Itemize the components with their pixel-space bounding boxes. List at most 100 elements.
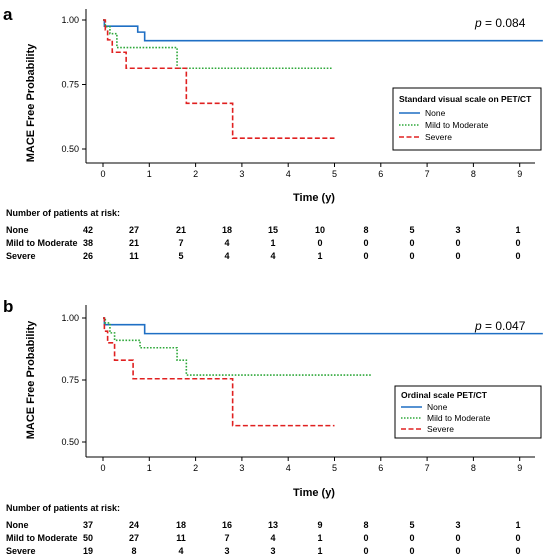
legend-label-mild-b: Mild to Moderate: [427, 413, 491, 423]
x-tick-label: 4: [286, 463, 291, 473]
risk-cell: 1: [317, 251, 322, 261]
km-curve-severe: [103, 19, 335, 139]
legend-label-mild-a: Mild to Moderate: [425, 120, 489, 130]
x-tick-label: 8: [471, 169, 476, 179]
risk-cell: 18: [176, 520, 186, 530]
risk-cell: 11: [129, 251, 139, 261]
risk-cell: 15: [268, 225, 278, 235]
panel-a: a MACE Free Probability 0.50 0.75 1.00 0 1 2…: [3, 5, 543, 261]
x-tick-label: 7: [425, 169, 430, 179]
risk-cell: 1: [317, 533, 322, 543]
risk-cell: 4: [270, 251, 275, 261]
legend-label-none-a: None: [425, 108, 446, 118]
risk-cell: 3: [224, 546, 229, 556]
risk-cell: 0: [515, 533, 520, 543]
risk-cell: 10: [315, 225, 325, 235]
x-tick-label: 1: [147, 169, 152, 179]
p-value-a: p = 0.084: [474, 16, 526, 30]
x-tick-label: 4: [286, 169, 291, 179]
y-tick-label: 0.75: [61, 375, 79, 385]
legend-b: Ordinal scale PET/CT None Mild to Modera…: [394, 385, 542, 439]
x-tick-label: 9: [517, 169, 522, 179]
y-tick-label: 0.50: [61, 144, 79, 154]
risk-row-label: Mild to Moderate: [6, 533, 78, 543]
risk-cell: 0: [409, 546, 414, 556]
risk-cell: 0: [317, 238, 322, 248]
risk-cell: 21: [129, 238, 139, 248]
risk-cell: 3: [455, 225, 460, 235]
panel-letter-a: a: [3, 5, 13, 24]
x-tick-label: 0: [100, 463, 105, 473]
risk-row-label: None: [6, 520, 29, 530]
risk-cell: 27: [129, 225, 139, 235]
x-tick-label: 0: [100, 169, 105, 179]
risk-cell: 0: [515, 238, 520, 248]
legend-box-a: [392, 87, 542, 151]
risk-cell: 1: [515, 225, 520, 235]
risk-cell: 0: [363, 238, 368, 248]
risk-cell: 0: [455, 238, 460, 248]
x-tick-label: 5: [332, 169, 337, 179]
risk-cell: 1: [270, 238, 275, 248]
risk-table-b: Number of patients at risk: None 37 24 18 16…: [6, 503, 521, 556]
risk-cell: 9: [317, 520, 322, 530]
risk-cell: 0: [409, 533, 414, 543]
risk-cell: 24: [129, 520, 139, 530]
p-value-b: p = 0.047: [474, 319, 526, 333]
risk-cell: 3: [270, 546, 275, 556]
p-value-number-b: 0.047: [495, 319, 525, 333]
risk-row-label: Severe: [6, 546, 36, 556]
x-tick-label: 5: [332, 463, 337, 473]
risk-cell: 1: [317, 546, 322, 556]
risk-cell: 19: [83, 546, 93, 556]
panel-b: b MACE Free Probability 0.50 0.75 1.00 0 1 2…: [3, 297, 543, 556]
x-tick-label: 6: [378, 463, 383, 473]
risk-cell: 38: [83, 238, 93, 248]
y-tick-label: 0.50: [61, 437, 79, 447]
risk-cell: 4: [224, 238, 229, 248]
legend-label-severe-b: Severe: [427, 424, 454, 434]
panel-letter-b: b: [3, 297, 13, 316]
risk-cell: 7: [178, 238, 183, 248]
p-value-number-a: 0.084: [495, 16, 525, 30]
risk-cell: 0: [515, 546, 520, 556]
risk-cell: 5: [178, 251, 183, 261]
risk-cell: 0: [455, 533, 460, 543]
risk-cell: 0: [515, 251, 520, 261]
km-curve-mild-to-moderate: [103, 317, 372, 376]
risk-cell: 4: [178, 546, 183, 556]
y-tick-label: 1.00: [61, 15, 79, 25]
risk-table-a: Number of patients at risk: None 42 27 21 18…: [6, 208, 521, 261]
risk-cell: 8: [131, 546, 136, 556]
risk-row-label: Mild to Moderate: [6, 238, 78, 248]
x-tick-label: 6: [378, 169, 383, 179]
risk-cell: 0: [363, 546, 368, 556]
plot-area-b: 0.50 0.75 1.00 0 1 2 3 4 5 6 7 8 9: [61, 305, 543, 473]
x-axis-label-a: Time (y): [293, 192, 335, 204]
risk-cell: 4: [224, 251, 229, 261]
risk-cell: 27: [129, 533, 139, 543]
risk-row-label: None: [6, 225, 29, 235]
y-axis-label-a: MACE Free Probability: [25, 43, 37, 162]
risk-cell: 4: [270, 533, 275, 543]
risk-cell: 0: [409, 251, 414, 261]
risk-cell: 0: [363, 251, 368, 261]
risk-table-title-a: Number of patients at risk:: [6, 208, 120, 218]
risk-cell: 37: [83, 520, 93, 530]
risk-cell: 50: [83, 533, 93, 543]
risk-cell: 13: [268, 520, 278, 530]
y-tick-label: 1.00: [61, 313, 79, 323]
risk-cell: 8: [363, 520, 368, 530]
legend-label-severe-a: Severe: [425, 132, 452, 142]
risk-cell: 7: [224, 533, 229, 543]
y-axis-label-b: MACE Free Probability: [25, 320, 37, 439]
x-axis-label-b: Time (y): [293, 487, 335, 499]
km-curve-severe: [103, 317, 335, 427]
risk-cell: 0: [455, 546, 460, 556]
x-tick-label: 3: [239, 463, 244, 473]
y-tick-label: 0.75: [61, 80, 79, 90]
risk-cell: 0: [455, 251, 460, 261]
risk-cell: 11: [176, 533, 186, 543]
legend-label-none-b: None: [427, 402, 448, 412]
